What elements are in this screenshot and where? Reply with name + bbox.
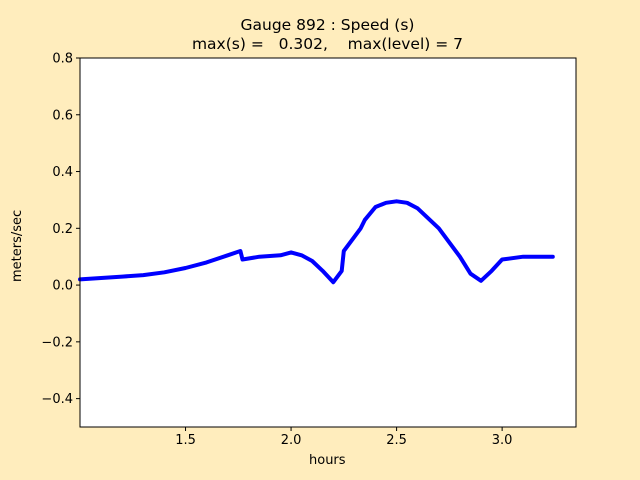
y-tick-label: 0.2 <box>52 222 73 237</box>
chart-title-line-2: max(s) = 0.302, max(level) = 7 <box>191 35 464 53</box>
y-tick-label: 0.4 <box>52 165 73 180</box>
x-axis-label: hours <box>309 453 346 468</box>
y-tick-label: 0.0 <box>52 279 73 294</box>
x-tick-label: 3.0 <box>492 433 513 448</box>
x-axis-ticks: 1.5 2.0 2.5 3.0 <box>175 427 512 448</box>
series-layer <box>78 199 555 285</box>
y-axis-label: meters/sec <box>10 209 25 282</box>
y-tick-label: −0.2 <box>41 335 73 350</box>
x-tick-label: 2.0 <box>281 433 302 448</box>
speed-series-line <box>78 199 555 285</box>
y-axis-ticks: −0.4 −0.2 0.0 0.2 0.4 0.6 0.8 <box>41 52 80 407</box>
x-tick-label: 2.5 <box>386 433 407 448</box>
plot-area <box>80 58 576 427</box>
plot-frame <box>79 57 577 428</box>
y-tick-label: −0.4 <box>41 392 73 407</box>
chart-title-line-1: Gauge 892 : Speed (s) <box>240 16 415 34</box>
y-tick-label: 0.6 <box>52 108 73 123</box>
x-tick-label: 1.5 <box>175 433 196 448</box>
y-tick-label: 0.8 <box>52 52 73 67</box>
